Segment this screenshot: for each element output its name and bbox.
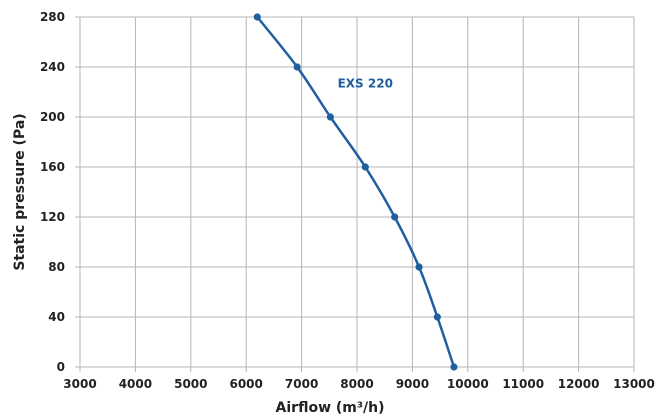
y-axis-title: Static pressure (Pa) — [12, 113, 28, 270]
data-point — [293, 63, 301, 71]
x-tick-label: 6000 — [229, 377, 262, 391]
series-layer: EXS 220 — [253, 13, 458, 371]
y-tick-label: 40 — [48, 310, 65, 324]
x-tick-label: 4000 — [119, 377, 152, 391]
x-axis-tick-labels: 3000 4000 5000 6000 7000 8000 9000 10000 11000 12… — [63, 377, 655, 391]
x-tick-label: 8000 — [340, 377, 373, 391]
x-tick-label: 7000 — [285, 377, 318, 391]
x-tick-label: 11000 — [502, 377, 544, 391]
x-tick-label: 10000 — [447, 377, 489, 391]
y-tick-label: 200 — [40, 110, 65, 124]
data-point — [415, 263, 423, 271]
y-tick-label: 240 — [40, 60, 65, 74]
data-point — [433, 313, 441, 321]
data-point — [361, 163, 369, 171]
y-tick-label: 120 — [40, 210, 65, 224]
x-tick-label: 12000 — [558, 377, 600, 391]
y-tick-label: 280 — [40, 10, 65, 24]
y-axis-tick-labels: 0 40 80 120 160 200 240 280 — [40, 10, 65, 374]
x-tick-label: 13000 — [613, 377, 655, 391]
series-label: EXS 220 — [338, 76, 393, 90]
x-axis-title: Airflow (m³/h) — [276, 400, 385, 416]
y-tick-label: 0 — [57, 360, 65, 374]
data-point — [391, 213, 399, 221]
y-tick-label: 80 — [48, 260, 65, 274]
y-tick-label: 160 — [40, 160, 65, 174]
x-tick-label: 9000 — [396, 377, 429, 391]
data-point — [253, 13, 261, 21]
grid — [75, 16, 635, 372]
x-tick-label: 3000 — [63, 377, 96, 391]
series-line — [256, 16, 456, 368]
data-point — [450, 363, 458, 371]
x-tick-label: 5000 — [174, 377, 207, 391]
data-point — [326, 113, 335, 121]
